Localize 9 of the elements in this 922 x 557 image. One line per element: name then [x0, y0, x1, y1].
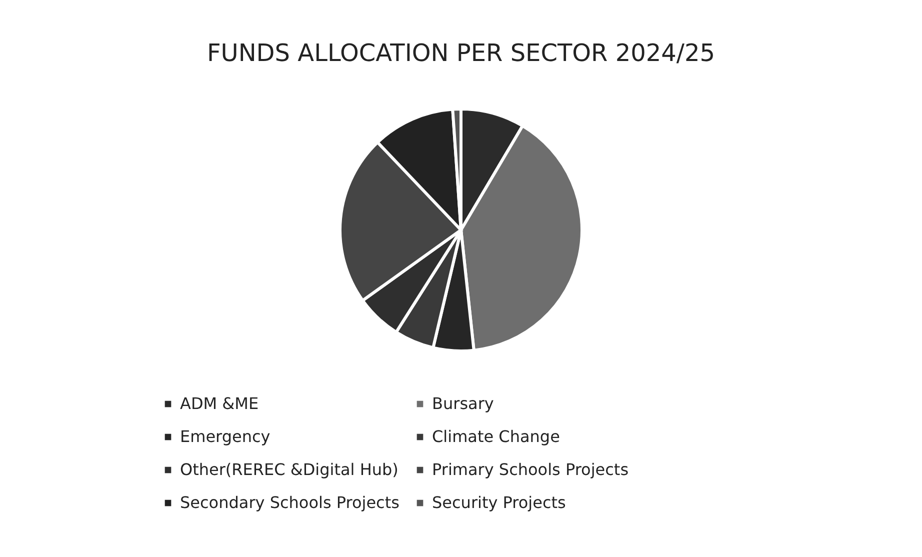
- legend-label: Other(REREC &Digital Hub): [180, 460, 398, 479]
- chart-title: FUNDS ALLOCATION PER SECTOR 2024/25: [206, 39, 716, 67]
- legend-label: Secondary Schools Projects: [180, 493, 400, 512]
- legend-label: Security Projects: [432, 493, 566, 512]
- legend-label: Climate Change: [432, 427, 560, 446]
- legend-label: Primary Schools Projects: [432, 460, 629, 479]
- legend-label: ADM &ME: [180, 394, 259, 413]
- legend-label: Bursary: [432, 394, 494, 413]
- legend-label: Emergency: [180, 427, 270, 446]
